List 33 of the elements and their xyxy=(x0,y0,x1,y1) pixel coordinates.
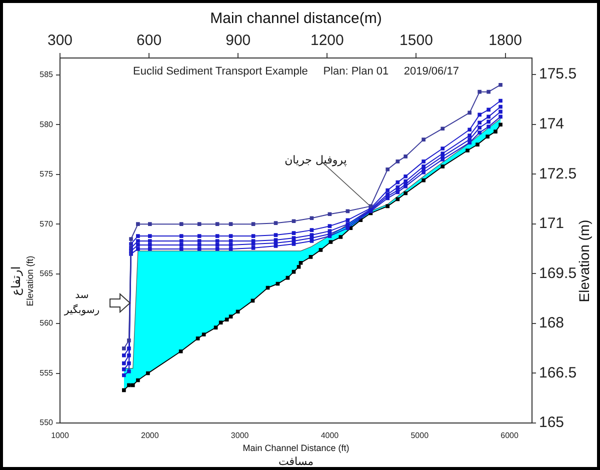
y2-tick-label: 166.5 xyxy=(539,364,577,382)
annotation: پروفیل جریان xyxy=(284,152,348,168)
y-tick-label: 585 xyxy=(40,70,54,80)
y-tick-label: 570 xyxy=(40,219,54,228)
x2-tick-label: 1500 xyxy=(400,32,433,50)
y-tick-label: 560 xyxy=(40,318,54,328)
y-tick-label: 580 xyxy=(40,120,54,129)
x2-tick-label: 1200 xyxy=(310,32,344,50)
x2-tick-label: 900 xyxy=(226,32,251,50)
x-tick-label: 6000 xyxy=(500,431,519,440)
x2-axis-title: Main channel distance(m) xyxy=(209,10,383,27)
x-tick-label: 2000 xyxy=(141,431,160,440)
y-tick-label: 550 xyxy=(40,418,54,428)
y2-tick-label: 175.5 xyxy=(539,66,577,83)
annotation: سد رسوبگیر xyxy=(64,290,100,316)
y2-tick-label: 165 xyxy=(539,414,564,432)
y-tick-label: 565 xyxy=(40,269,54,278)
y2-tick-label: 168 xyxy=(539,314,564,332)
y-tick-label: 555 xyxy=(40,368,54,378)
x2-tick-label: 300 xyxy=(47,32,73,50)
x-tick-label: 3000 xyxy=(230,431,250,440)
y-tick-label: 575 xyxy=(40,170,54,179)
x2-tick-label: 600 xyxy=(136,32,162,50)
x-tick-label: 5000 xyxy=(410,431,430,440)
y2-tick-label: 174 xyxy=(539,116,564,133)
x2-tick-label: 1800 xyxy=(488,32,522,50)
x-tick-label: 4000 xyxy=(320,431,340,440)
y2-tick-label: 172.5 xyxy=(539,165,577,182)
text: Euclid Sediment Transport Example Plan: Plan 01 2019/06/17 xyxy=(133,66,459,78)
y2-axis-title: Elevation (m) xyxy=(576,218,592,304)
y2-tick-label: 171 xyxy=(539,215,564,232)
x-tick-label: 1000 xyxy=(51,431,70,440)
y2-tick-label: 169.5 xyxy=(539,264,577,282)
